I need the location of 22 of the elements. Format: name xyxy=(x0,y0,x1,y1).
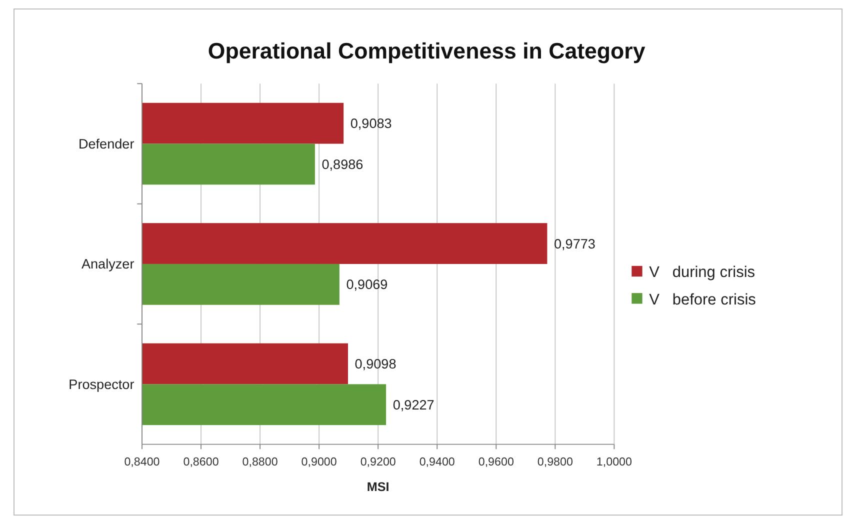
y-tick-label: Analyzer xyxy=(81,256,135,272)
x-tick-label: 0,9400 xyxy=(419,456,456,469)
legend-label: V during crisis xyxy=(649,264,756,282)
data-label: 0,9773 xyxy=(554,236,596,252)
legend-label: V before crisis xyxy=(649,291,756,308)
data-label: 0,9083 xyxy=(350,116,392,132)
x-tick-label: 0,9000 xyxy=(301,456,338,469)
chart-title: Operational Competitiveness in Category xyxy=(208,38,646,64)
x-tick-label: 0,8600 xyxy=(183,456,220,469)
x-tick-label: 0,8800 xyxy=(242,456,278,469)
y-tick-label: Defender xyxy=(78,136,135,152)
x-tick-label: 0,8400 xyxy=(124,456,160,469)
data-label: 0,8986 xyxy=(322,156,364,172)
y-tick-label: Prospector xyxy=(68,376,135,392)
x-tick-label: 0,9200 xyxy=(360,456,396,469)
x-tick-label: 1,0000 xyxy=(596,456,632,469)
x-tick-label: 0,9600 xyxy=(478,456,514,469)
data-label: 0,9098 xyxy=(354,356,396,372)
x-axis-title: MSI xyxy=(366,480,390,494)
x-tick-label: 0,9800 xyxy=(537,456,574,469)
data-label: 0,9227 xyxy=(392,397,434,412)
data-label: 0,9069 xyxy=(346,277,388,292)
